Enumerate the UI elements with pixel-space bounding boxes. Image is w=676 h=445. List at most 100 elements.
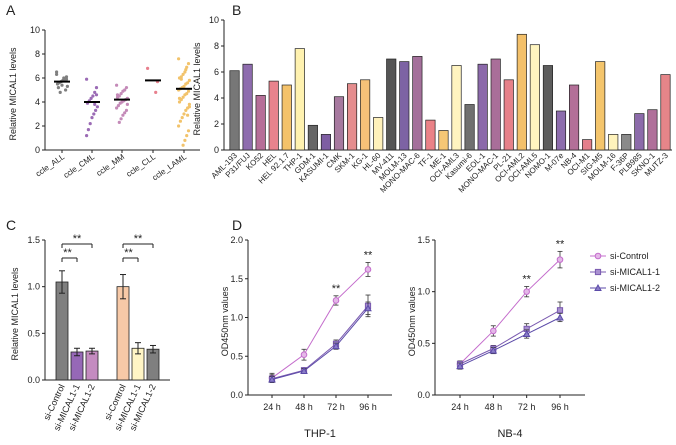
data-point: [119, 117, 123, 121]
y-axis-label: Relative MICAL1 levels: [10, 267, 20, 361]
data-point: [64, 75, 69, 79]
bar: [582, 139, 593, 151]
data-point: [179, 77, 183, 81]
data-point: [94, 86, 99, 90]
bar: [85, 350, 99, 381]
data-point: [182, 112, 186, 116]
bar: [360, 79, 371, 151]
significance-marker: **: [556, 238, 565, 250]
data-point: [184, 68, 188, 72]
series-line: [271, 305, 369, 380]
bar: [55, 281, 69, 381]
data-point: [94, 108, 98, 112]
data-point: [556, 313, 564, 321]
bar: [542, 65, 553, 151]
y-axis-label: OD450nm values: [220, 286, 230, 356]
bar: [555, 110, 567, 151]
y-tick-label: 1.5: [230, 274, 243, 284]
bar: [569, 84, 580, 151]
data-point: [183, 93, 187, 97]
data-point: [523, 288, 530, 295]
bar: [281, 84, 292, 151]
data-point: [93, 102, 97, 106]
bar: [634, 113, 645, 151]
data-point: [85, 134, 89, 138]
data-point: [187, 105, 191, 109]
bar: [268, 80, 279, 151]
bar: [294, 48, 305, 151]
y-tick-label: 0.0: [417, 390, 430, 400]
data-point: [300, 351, 308, 359]
bar: [516, 33, 527, 151]
y-axis-label: Relative MICAL1 levels: [8, 47, 18, 141]
significance-marker: **: [124, 247, 133, 259]
panel-label: D: [232, 217, 242, 233]
bar: [608, 134, 619, 151]
y-axis-label: OD450nm values: [407, 286, 417, 356]
bar: [373, 117, 384, 151]
y-tick-label: 1.5: [417, 235, 430, 245]
data-point: [93, 90, 97, 94]
bar: [347, 83, 358, 151]
legend-marker: [594, 252, 602, 260]
data-point: [124, 86, 129, 90]
significance-marker: **: [63, 247, 72, 259]
x-tick-label: ccle_ALL: [34, 152, 67, 179]
bar: [647, 109, 658, 151]
data-point: [180, 116, 184, 120]
data-point: [86, 128, 90, 132]
y-tick-label: 2.0: [230, 235, 243, 245]
bar: [660, 74, 671, 151]
data-point: [556, 307, 564, 314]
x-tick-label: ccle_MM: [95, 152, 127, 178]
data-point: [55, 72, 59, 76]
bar: [255, 95, 266, 151]
y-tick-label: 10: [30, 25, 40, 35]
y-tick-label: 0.5: [417, 338, 430, 348]
bar: [333, 96, 345, 151]
panel-label: C: [6, 217, 16, 233]
bar: [320, 134, 331, 151]
data-point: [116, 104, 120, 108]
data-point: [88, 122, 92, 126]
significance-marker: **: [522, 274, 531, 286]
y-tick-label: 2: [214, 119, 219, 129]
data-point: [268, 375, 276, 383]
data-point: [115, 106, 119, 110]
significance-marker: **: [134, 233, 143, 245]
bar: [529, 44, 540, 151]
x-tick-label: 72 h: [327, 402, 345, 412]
data-point: [181, 143, 185, 147]
data-point: [178, 119, 182, 123]
data-point: [125, 102, 129, 106]
bar: [490, 58, 501, 151]
data-point: [62, 76, 66, 80]
bar: [451, 65, 462, 151]
bar: [146, 348, 160, 381]
data-point: [177, 96, 182, 100]
data-point: [185, 134, 189, 138]
legend-label: si-Control: [610, 251, 649, 261]
legend-label: si-MICAL1-2: [610, 283, 660, 293]
data-point: [117, 120, 121, 124]
data-point: [522, 329, 531, 338]
data-point: [364, 304, 372, 312]
data-point: [332, 342, 340, 350]
data-point: [94, 93, 99, 97]
y-tick-label: 10: [209, 15, 219, 25]
data-point: [89, 96, 93, 100]
data-point: [118, 101, 122, 105]
y-tick-label: 2: [35, 121, 40, 131]
data-point: [115, 83, 119, 87]
y-tick-label: 0: [35, 145, 40, 155]
data-point: [55, 70, 59, 74]
data-point: [177, 100, 182, 104]
data-point: [119, 92, 123, 96]
bar: [503, 79, 514, 151]
data-point: [121, 113, 125, 117]
x-tick-label: 96 h: [359, 402, 377, 412]
data-point: [183, 70, 187, 74]
data-point: [556, 256, 564, 263]
y-tick-label: 0.0: [27, 375, 40, 385]
